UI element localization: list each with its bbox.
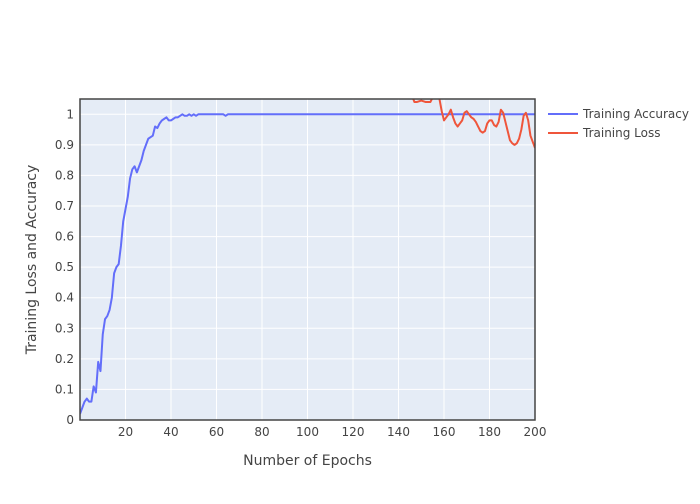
y-tick-label: 1 [66, 107, 74, 121]
y-tick-label: 0.5 [55, 260, 74, 274]
legend-label: Training Loss [582, 126, 660, 140]
x-tick-label: 140 [387, 425, 410, 439]
y-tick-label: 0.6 [55, 230, 74, 244]
legend-label: Training Accuracy [582, 107, 689, 121]
x-tick-label: 160 [433, 425, 456, 439]
x-tick-label: 100 [296, 425, 319, 439]
y-tick-label: 0.9 [55, 138, 74, 152]
y-tick-label: 0.4 [55, 291, 74, 305]
y-tick-label: 0.2 [55, 352, 74, 366]
x-tick-label: 120 [342, 425, 365, 439]
x-tick-label: 180 [478, 425, 501, 439]
y-tick-label: 0.7 [55, 199, 74, 213]
x-tick-label: 60 [209, 425, 224, 439]
series-layer [80, 99, 535, 415]
y-axis-title: Training Loss and Accuracy [24, 165, 40, 356]
y-tick-label: 0.8 [55, 168, 74, 182]
x-tick-label: 20 [118, 425, 133, 439]
x-axis-title: Number of Epochs [243, 453, 372, 469]
plot-frame [79, 98, 536, 421]
series-line-training-loss [412, 99, 535, 149]
legend-item[interactable]: Training Accuracy [548, 107, 689, 121]
y-tick-label: 0.3 [55, 321, 74, 335]
tick-labels: 20 40 60 80 100 120 140 160 180 200 0 0.1 0.2 0.3 0.4 0… [55, 107, 547, 439]
legend-item[interactable]: Training Loss [548, 126, 660, 140]
x-tick-label: 80 [254, 425, 269, 439]
x-tick-label: 40 [163, 425, 178, 439]
y-tick-label: 0 [66, 413, 74, 427]
x-tick-label: 200 [524, 425, 547, 439]
series-line-training-accuracy [80, 113, 535, 415]
legend[interactable]: Training Accuracy Training Loss [548, 107, 689, 140]
y-tick-label: 0.1 [55, 382, 74, 396]
